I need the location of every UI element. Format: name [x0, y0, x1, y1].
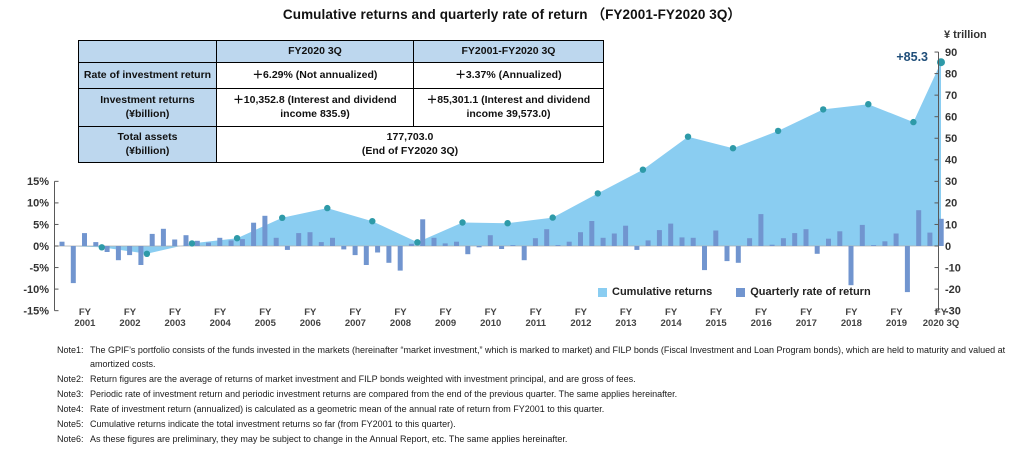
svg-text:15%: 15% — [27, 176, 49, 188]
table-header-cumulative: FY2001-FY2020 3Q — [413, 40, 604, 63]
note-id: Note5: — [57, 418, 84, 429]
svg-text:FY2001: FY 2001 — [74, 307, 96, 329]
svg-text:-10: -10 — [945, 262, 961, 274]
legend-item-cumulative-returns: Cumulative returns — [598, 286, 712, 298]
svg-text:0%: 0% — [33, 241, 49, 253]
note-id: Note6: — [57, 433, 84, 444]
rate-of-return-cumulative: ＋3.37% (Annualized) — [413, 62, 604, 89]
svg-text:90: 90 — [945, 47, 957, 59]
left-axis-percent: 15% 10% 5% 0% -5% -10% -15% — [23, 176, 59, 317]
legend-label: Quarterly rate of return — [750, 286, 871, 298]
svg-text:5%: 5% — [33, 219, 49, 231]
svg-text:-15%: -15% — [23, 305, 49, 317]
note-6: Note6: As these figures are preliminary, … — [57, 433, 1020, 447]
right-axis-trillion: 90 80 70 60 50 40 30 20 10 0 -10 -20 -30 — [934, 47, 961, 317]
note-2: Note2: Return figures are the average of … — [57, 373, 1020, 387]
bar-series-quarterly-rate — [59, 210, 944, 293]
svg-text:0: 0 — [945, 241, 951, 253]
area-series-cumulative-returns — [58, 62, 941, 254]
svg-text:80: 80 — [945, 68, 957, 80]
row-label-rate-of-return: Rate of investment return — [78, 62, 217, 89]
note-text: Rate of investment return (annualized) i… — [90, 403, 605, 414]
note-4: Note4: Rate of investment return (annuali… — [57, 403, 1020, 417]
note-text: Return figures are the average of return… — [90, 373, 636, 384]
total-assets-value: 177,703.0 (End of FY2020 3Q) — [216, 126, 604, 163]
note-3: Note3: Periodic rate of investment return… — [57, 388, 1020, 402]
note-id: Note1: — [57, 345, 84, 355]
note-5: Note5: Cumulative returns indicate the to… — [57, 418, 1020, 432]
svg-text:-30: -30 — [945, 305, 961, 317]
note-id: Note3: — [57, 388, 84, 399]
table-header-fy2020: FY2020 3Q — [216, 40, 414, 63]
svg-text:60: 60 — [945, 112, 957, 124]
svg-text:70: 70 — [945, 90, 957, 102]
note-1: Note1: The GPIF’s portfolio consists of t… — [57, 344, 1020, 371]
note-text: Periodic rate of investment return and p… — [90, 388, 678, 399]
footnotes: Note1: The GPIF’s portfolio consists of t… — [57, 344, 1020, 448]
figure-title: Cumulative returns and quarterly rate of… — [282, 7, 742, 22]
svg-text:30: 30 — [945, 176, 957, 188]
svg-text:10%: 10% — [27, 198, 49, 210]
svg-text:-10%: -10% — [23, 284, 49, 296]
row-label-total-assets: Total assets (¥billion) — [78, 126, 217, 163]
legend-item-quarterly-rate: Quarterly rate of return — [736, 286, 871, 298]
quarterly-rate-swatch-icon — [736, 287, 746, 297]
summary-table: FY2020 3Q FY2001-FY2020 3Q Rate of inves… — [78, 40, 604, 163]
chart-canvas: 15% 10% 5% 0% -5% -10% -15% 90 80 70 60 50 40 30 20 10 0… — [23, 47, 961, 329]
x-axis-labels: FY 2001 FY 2002 FY 2003 FY 2004 FY 2005 FY 2006 FY 20… — [74, 307, 959, 329]
right-axis-title: ¥ trillion — [944, 29, 987, 41]
svg-text:-5%: -5% — [29, 262, 49, 274]
chart-legend: Cumulative returns Quarterly rate of ret… — [598, 286, 871, 298]
note-id: Note4: — [57, 403, 84, 414]
note-text: Cumulative returns indicate the total in… — [90, 418, 456, 429]
note-text: As these figures are preliminary, they m… — [90, 433, 568, 444]
svg-text:10: 10 — [945, 219, 957, 231]
final-value-annotation: +85.3 — [896, 50, 928, 64]
svg-text:40: 40 — [945, 155, 957, 167]
legend-label: Cumulative returns — [612, 286, 713, 298]
investment-returns-fy2020: ＋10,352.8 (Interest and dividend income … — [216, 88, 414, 127]
rate-of-return-fy2020: ＋6.29% (Not annualized) — [216, 62, 414, 89]
investment-returns-cumulative: ＋85,301.1 (Interest and dividend income … — [413, 88, 604, 127]
svg-text:FY2020 3Q: FY 2020 3Q — [923, 307, 959, 329]
table-corner-cell — [78, 40, 217, 63]
row-label-investment-returns: Investment returns (¥billion) — [78, 88, 217, 127]
cumulative-returns-swatch-icon — [598, 287, 607, 297]
note-text: The GPIF’s portfolio consists of the fun… — [90, 345, 1006, 369]
note-id: Note2: — [57, 373, 84, 384]
svg-text:-20: -20 — [945, 284, 961, 296]
year-end-markers — [98, 58, 945, 257]
svg-text:50: 50 — [945, 133, 957, 145]
svg-text:20: 20 — [945, 198, 957, 210]
